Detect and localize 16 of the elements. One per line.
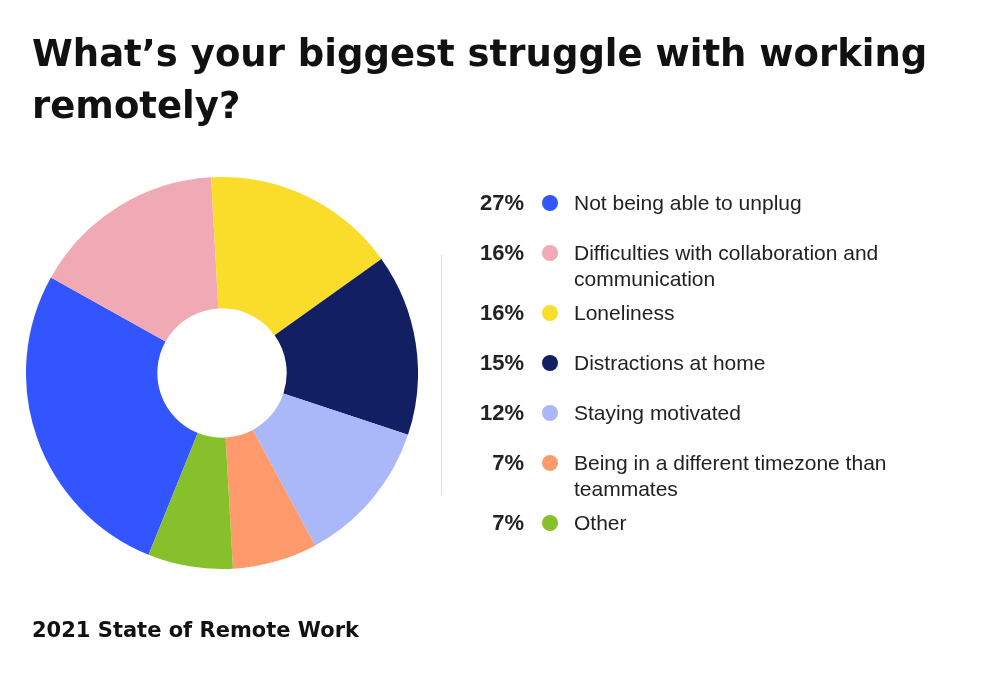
chart-title: What’s your biggest struggle with working remotely?	[32, 31, 929, 129]
data-label: 15%	[478, 350, 524, 376]
legend-label: Distractions at home	[574, 350, 767, 376]
legend-label: Being in a different timezone than teammates	[574, 450, 888, 502]
data-label: 16%	[478, 300, 524, 326]
data-label: 16%	[478, 240, 524, 266]
text: 2021 State of Remote Work	[32, 618, 360, 642]
data-label: 27%	[478, 190, 524, 216]
legend-label: Staying motivated	[574, 400, 742, 426]
legend-label: Difficulties with collaboration and communication	[574, 240, 880, 292]
legend-label: Not being able to unplug	[574, 190, 803, 216]
data-label: 12%	[478, 400, 524, 426]
legend-label: Loneliness	[574, 300, 676, 326]
data-label: 7%	[491, 450, 524, 476]
data-label: 7%	[491, 510, 524, 536]
legend-label: Other	[574, 510, 628, 536]
